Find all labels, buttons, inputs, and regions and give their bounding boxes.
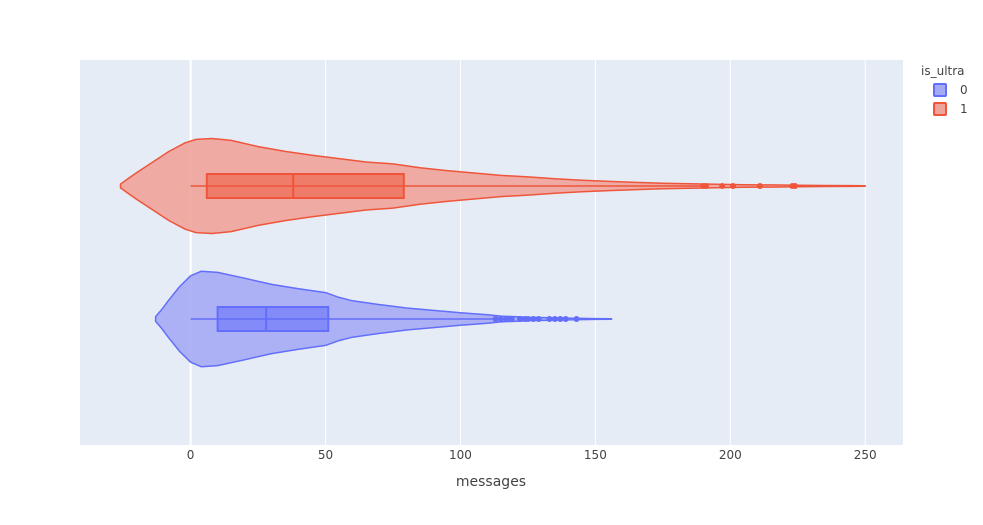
x-tick-label-0: 0 xyxy=(187,448,195,462)
x-tick-label-50: 50 xyxy=(318,448,333,462)
outlier-point xyxy=(508,316,515,322)
violin-series-0 xyxy=(154,270,613,368)
outlier-point xyxy=(516,316,523,322)
x-gridlines xyxy=(189,60,866,445)
legend-label-1: 1 xyxy=(960,102,968,116)
outlier-point xyxy=(492,316,499,322)
outlier-point xyxy=(703,183,710,189)
outlier-point xyxy=(792,183,799,189)
outlier-point xyxy=(530,316,537,322)
outlier-point xyxy=(497,316,504,322)
outlier-point xyxy=(503,316,510,322)
outlier-point xyxy=(524,316,531,322)
x-tick-label-250: 250 xyxy=(854,448,877,462)
outlier-point xyxy=(719,183,726,189)
x-tick-label-150: 150 xyxy=(584,448,607,462)
outlier-point xyxy=(730,183,737,189)
outlier-point xyxy=(546,316,553,322)
violin-series-1 xyxy=(119,137,866,235)
box-0 xyxy=(216,306,330,332)
legend-label-0: 0 xyxy=(960,83,968,97)
x-tick-labels: 0 50 100 150 200 250 xyxy=(187,448,877,462)
box-1 xyxy=(205,173,405,199)
x-axis-title: messages xyxy=(456,474,526,490)
legend-item-1[interactable]: 1 xyxy=(933,102,968,116)
legend-item-0[interactable]: 0 xyxy=(933,83,968,97)
outlier-point xyxy=(557,316,564,322)
outlier-point xyxy=(573,316,580,322)
outlier-point xyxy=(535,316,542,322)
outlier-point xyxy=(562,316,569,322)
x-tick-label-100: 100 xyxy=(449,448,472,462)
legend-swatch-1 xyxy=(933,102,947,116)
outlier-point xyxy=(551,316,558,322)
violin-traces xyxy=(119,137,866,368)
x-tick-label-200: 200 xyxy=(719,448,742,462)
legend-title: is_ultra xyxy=(921,64,965,78)
outlier-point xyxy=(756,183,763,189)
plot-background xyxy=(80,60,903,445)
legend[interactable]: is_ultra 0 1 xyxy=(921,64,968,116)
legend-swatch-0 xyxy=(933,83,947,97)
